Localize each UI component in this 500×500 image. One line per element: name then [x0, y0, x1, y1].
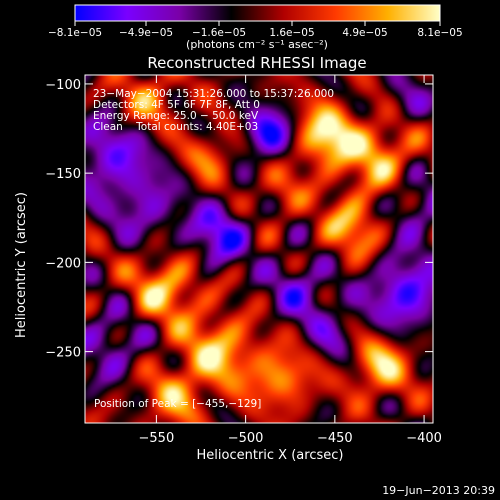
colorbar — [74, 4, 441, 22]
y-tick-label: −200 — [45, 256, 81, 271]
heatmap-image — [85, 75, 433, 423]
x-tick-label: −550 — [139, 431, 175, 446]
x-axis-ticks: −550 −500 −450 −400 — [139, 75, 442, 446]
annotation-line: Clean Total counts: 4.40E+03 — [93, 121, 258, 133]
y-axis-label: Heliocentric Y (arcsec) — [14, 192, 29, 338]
colorbar-tick-label: 8.1e−05 — [417, 27, 462, 39]
peak-position-label: Position of Peak = [−455,−129] — [94, 398, 261, 410]
x-tick-label: −450 — [317, 431, 353, 446]
colorbar-tick-label: −1.6e−05 — [192, 27, 246, 39]
colorbar-ticks: −8.1e−05 −4.9e−05 −1.6e−05 1.6e−05 4.9e−05 8.… — [48, 21, 463, 39]
annotation-line: Detectors: 4F 5F 6F 7F 8F, Att 0 — [93, 99, 260, 111]
y-tick-label: −150 — [45, 167, 81, 182]
x-axis-label: Heliocentric X (arcsec) — [197, 448, 344, 463]
annotation-line: 23−May−2004 15:31:26.000 to 15:37:26.000 — [93, 88, 334, 100]
colorbar-tick-label: −8.1e−05 — [48, 27, 102, 39]
chart-title: Reconstructed RHESSI Image — [147, 54, 366, 72]
annotations: 23−May−2004 15:31:26.000 to 15:37:26.000… — [93, 88, 334, 133]
x-tick-label: −400 — [406, 431, 442, 446]
colorbar-tick-label: 1.6e−05 — [269, 27, 314, 39]
colorbar-units-label: (photons cm⁻² s⁻¹ asec⁻²) — [186, 38, 328, 51]
y-tick-label: −250 — [45, 346, 81, 361]
y-tick-label: −100 — [45, 78, 81, 93]
y-axis-ticks: −100 −150 −200 −250 — [45, 78, 433, 361]
x-tick-label: −500 — [228, 431, 264, 446]
annotation-line: Energy Range: 25.0 − 50.0 keV — [93, 110, 259, 122]
footer-timestamp: 19−Jun−2013 20:39 — [382, 484, 495, 497]
colorbar-tick-label: −4.9e−05 — [119, 27, 173, 39]
plot-frame — [84, 74, 434, 424]
colorbar-tick-label: 4.9e−05 — [342, 27, 387, 39]
